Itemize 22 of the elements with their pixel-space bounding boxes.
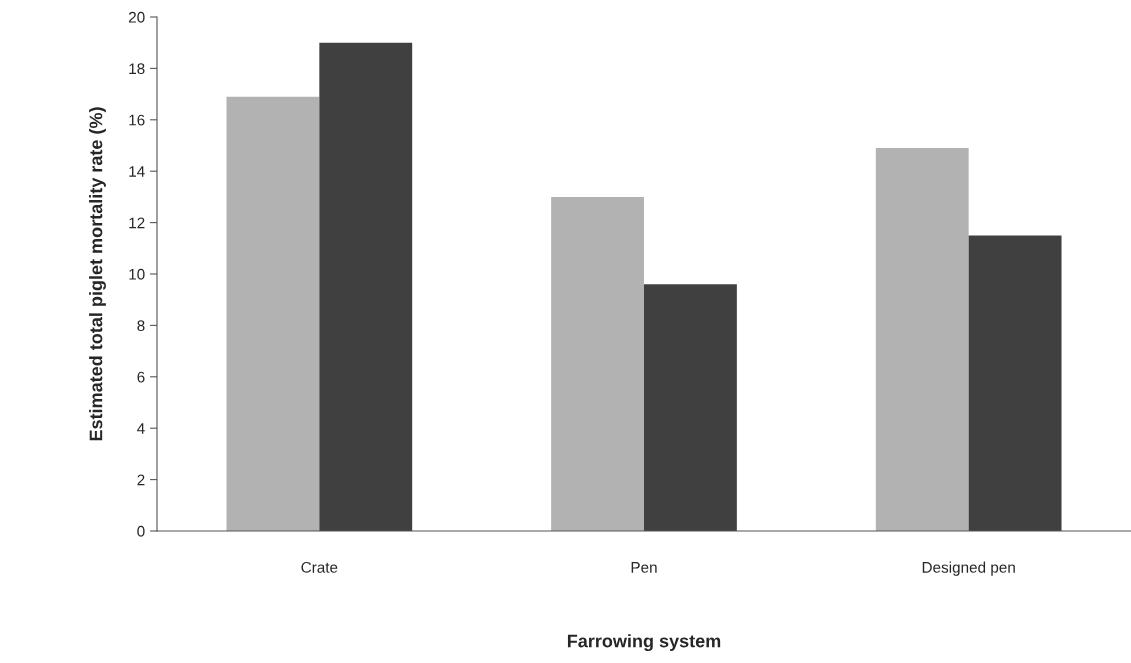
- y-tick-label: 2: [137, 474, 145, 486]
- bar: [644, 284, 737, 531]
- bar: [226, 96, 320, 531]
- y-tick-label: 8: [137, 320, 145, 332]
- y-tick-label: 14: [129, 166, 145, 177]
- bar: [875, 148, 969, 531]
- bar: [319, 42, 413, 531]
- x-tick-label: Designed pen: [922, 561, 1015, 576]
- y-tick-label: 0: [137, 525, 145, 537]
- y-axis-title: Estimated total piglet mortality rate (%): [89, 107, 106, 441]
- y-tick-label: 18: [129, 63, 145, 75]
- y-tick-label: 16: [129, 114, 145, 126]
- x-axis-title: Farrowing system: [567, 634, 721, 652]
- y-tick-label: 12: [129, 217, 145, 229]
- y-tick-label: 6: [137, 371, 145, 383]
- bar: [968, 235, 1062, 531]
- y-tick-label: 4: [137, 423, 145, 434]
- y-tick-label: 20: [128, 11, 145, 23]
- y-tick-label: 10: [129, 268, 145, 280]
- x-tick-label: Crate: [301, 561, 338, 573]
- bar: [551, 196, 644, 531]
- x-tick-label: Pen: [631, 562, 657, 573]
